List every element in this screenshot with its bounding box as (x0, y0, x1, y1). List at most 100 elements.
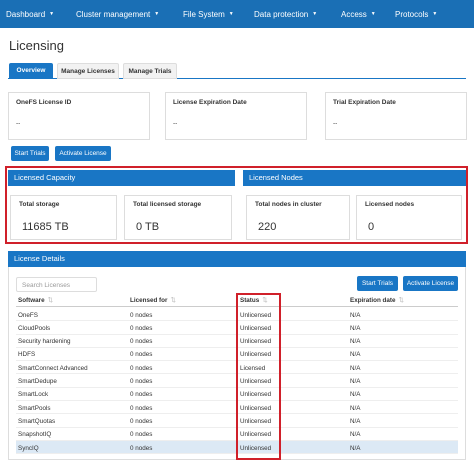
table-cell: N/A (350, 324, 361, 332)
stat-card (356, 195, 462, 240)
table-cell: Unlicensed (240, 351, 272, 359)
tab[interactable]: Overview (9, 63, 53, 79)
tab[interactable]: Manage Licenses (57, 63, 119, 79)
table-cell: Unlicensed (240, 324, 272, 332)
table-cell: 0 nodes (130, 351, 153, 359)
table-cell: N/A (350, 391, 361, 399)
stat-value: 0 TB (136, 221, 160, 233)
info-label: Trial Expiration Date (333, 99, 396, 106)
table-cell: 0 nodes (130, 378, 153, 385)
table-cell: OneFS (18, 311, 38, 319)
table-cell: Licensed (240, 364, 266, 372)
table-cell: 0 nodes (130, 311, 153, 319)
table-cell: N/A (350, 431, 361, 439)
column-header[interactable]: Software (18, 297, 45, 304)
button[interactable]: Start Trials (357, 276, 398, 291)
table-cell: 0 nodes (130, 444, 153, 452)
table-cell: N/A (350, 338, 361, 346)
status-highlight (236, 293, 281, 460)
button[interactable]: Activate License (55, 146, 111, 161)
table-cell: N/A (350, 364, 361, 372)
nav-item[interactable]: Dashboard (6, 10, 46, 19)
nav-bar (0, 0, 474, 28)
nav-caret: ▼ (370, 11, 376, 17)
table-cell: SmartConnect Advanced (18, 364, 88, 372)
stat-label: Total storage (19, 201, 60, 208)
table-cell: SmartLock (18, 391, 49, 399)
table-cell: Unlicensed (240, 417, 272, 425)
table-cell: SmartQuotas (18, 417, 56, 425)
table-cell: N/A (350, 378, 361, 385)
details-header: License Details (8, 251, 466, 267)
button[interactable]: Start Trials (11, 146, 49, 161)
table-cell: Unlicensed (240, 404, 272, 412)
table-cell: N/A (350, 444, 361, 452)
sort-icon: ⇅ (262, 297, 268, 304)
tab[interactable]: Manage Trials (123, 63, 177, 79)
column-header[interactable]: Status (240, 297, 260, 304)
table-cell: Unlicensed (240, 444, 272, 452)
nav-caret: ▼ (228, 11, 234, 17)
table-cell: N/A (350, 417, 361, 425)
table-cell: 0 nodes (130, 391, 153, 399)
table-cell: 0 nodes (130, 338, 153, 346)
stat-value: 0 (368, 221, 375, 233)
table-cell: 0 nodes (130, 364, 153, 372)
panel-header: Licensed Capacity (8, 170, 235, 186)
table-cell: Unlicensed (240, 338, 272, 346)
table-cell: SmartDedupe (18, 378, 57, 385)
panel-header: Licensed Nodes (243, 170, 466, 186)
stat-card (10, 195, 117, 240)
sort-icon: ⇅ (398, 297, 404, 304)
sort-icon: ⇅ (47, 297, 53, 304)
info-box (325, 92, 467, 140)
column-header[interactable]: Licensed for (130, 297, 168, 304)
nav-item[interactable]: Access (341, 10, 367, 19)
nav-caret: ▼ (154, 11, 160, 17)
info-label: License Expiration Date (173, 99, 247, 106)
nav-item[interactable]: File System (183, 10, 225, 19)
column-header[interactable]: Expiration date (350, 297, 396, 304)
info-value: -- (16, 120, 21, 127)
table-cell: Security hardening (18, 338, 71, 346)
nav-item[interactable]: Protocols (395, 10, 429, 19)
button[interactable]: Activate License (403, 276, 458, 291)
table-cell: Unlicensed (240, 431, 272, 439)
table-cell: 0 nodes (130, 431, 153, 439)
tab-rule (8, 78, 466, 79)
stat-label: Total licensed storage (133, 201, 202, 208)
table-cell: HDFS (18, 351, 36, 359)
stat-label: Licensed nodes (365, 201, 415, 208)
nav-caret: ▼ (49, 11, 55, 17)
info-box (165, 92, 307, 140)
info-box (8, 92, 150, 140)
search-placeholder: Search Licenses (22, 282, 71, 289)
stat-value: 220 (258, 221, 277, 233)
stat-value: 11685 TB (22, 221, 69, 233)
info-label: OneFS License ID (16, 99, 72, 106)
table-cell: N/A (350, 351, 361, 359)
table-cell: 0 nodes (130, 324, 153, 332)
nav-caret: ▼ (432, 11, 438, 17)
table-cell: 0 nodes (130, 404, 153, 412)
page-title: Licensing (9, 38, 64, 53)
table-cell: CloudPools (18, 324, 51, 332)
search-input[interactable]: Search Licenses (16, 277, 97, 292)
stat-card (246, 195, 350, 240)
table-cell: Unlicensed (240, 311, 272, 319)
nav-caret: ▼ (312, 11, 318, 17)
nav-item[interactable]: Cluster management (76, 10, 151, 19)
sort-icon: ⇅ (170, 297, 176, 304)
info-value: -- (173, 120, 178, 127)
table-cell: SmartPools (18, 404, 51, 412)
table-cell: Unlicensed (240, 378, 272, 385)
table-cell: SyncIQ (18, 444, 39, 452)
highlight-box (5, 166, 468, 244)
table-cell: SnapshotIQ (18, 431, 52, 439)
stat-label: Total nodes in cluster (255, 201, 322, 208)
table-cell: 0 nodes (130, 417, 153, 425)
nav-item[interactable]: Data protection (254, 10, 309, 19)
table-cell: N/A (350, 311, 361, 319)
